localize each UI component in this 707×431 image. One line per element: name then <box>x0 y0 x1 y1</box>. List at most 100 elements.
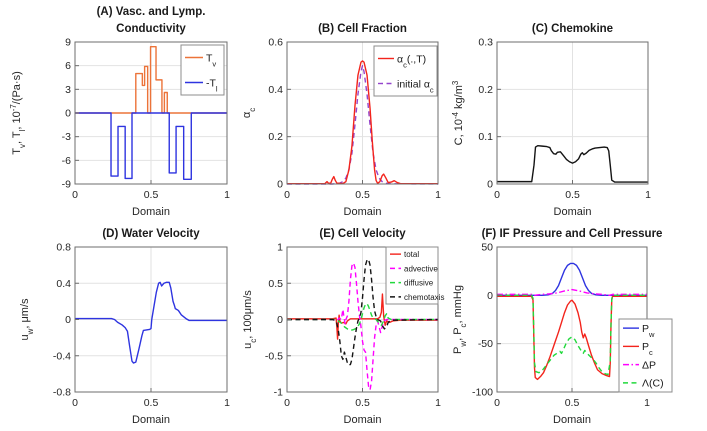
subplot-b: 0 0.5 1 0 0.2 0.4 0.6 (B) Cell Fraction Domain αc… <box>241 23 441 218</box>
x-tick-label: 1 <box>224 397 230 409</box>
y-tick-label: 0 <box>277 314 283 326</box>
y-tick-label: -6 <box>62 155 71 167</box>
chart-title: (F) IF Pressure and Cell Pressure <box>482 228 663 240</box>
x-tick-label: 0 <box>284 189 290 201</box>
series-lambda-c- <box>497 294 647 376</box>
chart-title: (C) Chemokine <box>532 23 613 35</box>
legend: Tv -Tl <box>180 44 225 96</box>
y-axis-label: C, 10-4 kg/m3 <box>451 80 466 145</box>
x-axis-label: Domain <box>553 414 591 426</box>
y-tick-label: 0.2 <box>478 84 493 96</box>
legend-box <box>373 45 438 97</box>
legend-box <box>618 318 673 393</box>
y-tick-label: 0 <box>65 108 71 120</box>
subplot-e: 0 0.5 1 -1 -0.5 0 0.5 1 (E) Cell Velocity Domain u… <box>242 228 444 426</box>
y-tick-label: 50 <box>481 242 493 254</box>
x-tick-label: 0.5 <box>355 189 370 201</box>
y-tick-label: 0.5 <box>268 278 283 290</box>
legend-label: total <box>404 250 419 259</box>
y-axis-label: Pw, Pc, mmHg <box>452 285 468 354</box>
y-tick-label: -50 <box>478 338 493 350</box>
x-tick-label: 1 <box>644 397 650 409</box>
y-tick-label: 0.6 <box>268 37 283 49</box>
y-axis-label: αc <box>241 108 257 118</box>
x-tick-label: 1 <box>435 397 441 409</box>
y-tick-label: 0 <box>487 179 493 191</box>
y-tick-label: 0.2 <box>268 131 283 143</box>
y-tick-label: -0.4 <box>53 350 71 362</box>
x-tick-label: 0 <box>494 397 500 409</box>
y-tick-label: 0.4 <box>268 84 283 96</box>
legend-label: chemotaxis <box>404 293 444 302</box>
y-tick-label: -0.8 <box>53 387 71 399</box>
y-tick-label: 0.8 <box>56 242 71 254</box>
y-tick-label: 0 <box>487 290 493 302</box>
series-diffusive <box>287 302 438 332</box>
legend-label: Pw <box>642 323 655 339</box>
y-tick-label: -3 <box>62 131 71 143</box>
x-axis-label: Domain <box>344 414 382 426</box>
chart-title: (B) Cell Fraction <box>318 23 407 35</box>
series-c <box>497 144 648 183</box>
y-tick-label: -9 <box>62 179 71 191</box>
series-chemotaxis <box>287 258 439 366</box>
legend-label: Pc <box>642 341 653 357</box>
y-axis-label: Tv, Tl, 10-7/(Pa·s) <box>9 71 27 154</box>
legend-label: αc(.,T) <box>397 53 426 69</box>
y-tick-label: 3 <box>65 84 71 96</box>
y-tick-label: 9 <box>65 37 71 49</box>
x-tick-label: 0.5 <box>565 189 580 201</box>
x-tick-label: 0 <box>72 397 78 409</box>
x-axis-label: Domain <box>344 206 382 218</box>
y-tick-label: 0.3 <box>478 37 493 49</box>
series--t-l <box>75 112 227 180</box>
subplot-a: 0 0.5 1 -9 -6 -3 0 3 6 9 (A) Vasc. and Lymp. Conduc… <box>9 6 231 218</box>
y-tick-label: -1 <box>274 387 283 399</box>
y-tick-label: -0.5 <box>265 350 283 362</box>
chart-title: (A) Vasc. and Lymp. <box>97 6 206 18</box>
legend-label: -Tl <box>206 77 218 93</box>
subplot-f: 0 0.5 1 -100 -50 0 50 (F) IF Pressure and Cell … <box>452 228 673 426</box>
x-tick-label: 0.5 <box>355 397 370 409</box>
legend-label: Tv <box>206 52 216 68</box>
series-t-v <box>75 46 227 114</box>
y-tick-label: 0 <box>65 314 71 326</box>
legend-label: diffusive <box>404 279 434 288</box>
legend-label: initial αc <box>397 78 434 94</box>
subplot-d: 0 0.5 1 -0.8 -0.4 0 0.4 0.8 (D) Water Velocity Do… <box>19 228 230 426</box>
x-tick-label: 0 <box>72 189 78 201</box>
chart-title: (D) Water Velocity <box>102 228 200 240</box>
legend-box <box>180 44 225 96</box>
legend: αc(.,T) initial αc <box>373 45 438 97</box>
y-tick-label: 6 <box>65 60 71 72</box>
x-tick-label: 0.5 <box>144 189 159 201</box>
legend-label: Λ(C) <box>642 378 664 390</box>
legend-label: ΔP <box>642 359 656 371</box>
y-tick-label: 1 <box>277 242 283 254</box>
legend: total advective diffusive chemotaxis <box>385 246 444 305</box>
x-tick-label: 0 <box>494 189 500 201</box>
x-axis-label: Domain <box>554 206 592 218</box>
legend-box <box>385 246 439 305</box>
x-axis-label: Domain <box>132 414 170 426</box>
legend: Pw Pc ΔP Λ(C) <box>618 318 673 393</box>
x-tick-label: 1 <box>645 189 651 201</box>
y-tick-label: 0.1 <box>478 131 493 143</box>
x-tick-label: 0.5 <box>565 397 580 409</box>
y-tick-label: -100 <box>472 387 493 399</box>
x-tick-label: 1 <box>224 189 230 201</box>
legend-label: advective <box>404 264 438 273</box>
y-tick-label: 0.4 <box>56 278 71 290</box>
series-alpha-c-t- <box>287 60 439 185</box>
series-total <box>287 293 438 340</box>
series-u-w <box>75 281 227 364</box>
series-delta-p <box>497 288 647 297</box>
y-tick-label: 0 <box>277 179 283 191</box>
chart-title: Conductivity <box>116 23 186 35</box>
y-axis-label: uc, 100μm/s <box>242 290 258 349</box>
x-tick-label: 0.5 <box>144 397 159 409</box>
series-p-c <box>497 295 647 381</box>
subplot-c: 0 0.5 1 0 0.1 0.2 0.3 (C) Chemokine Domain C, 10-… <box>451 23 652 218</box>
x-axis-label: Domain <box>132 206 170 218</box>
